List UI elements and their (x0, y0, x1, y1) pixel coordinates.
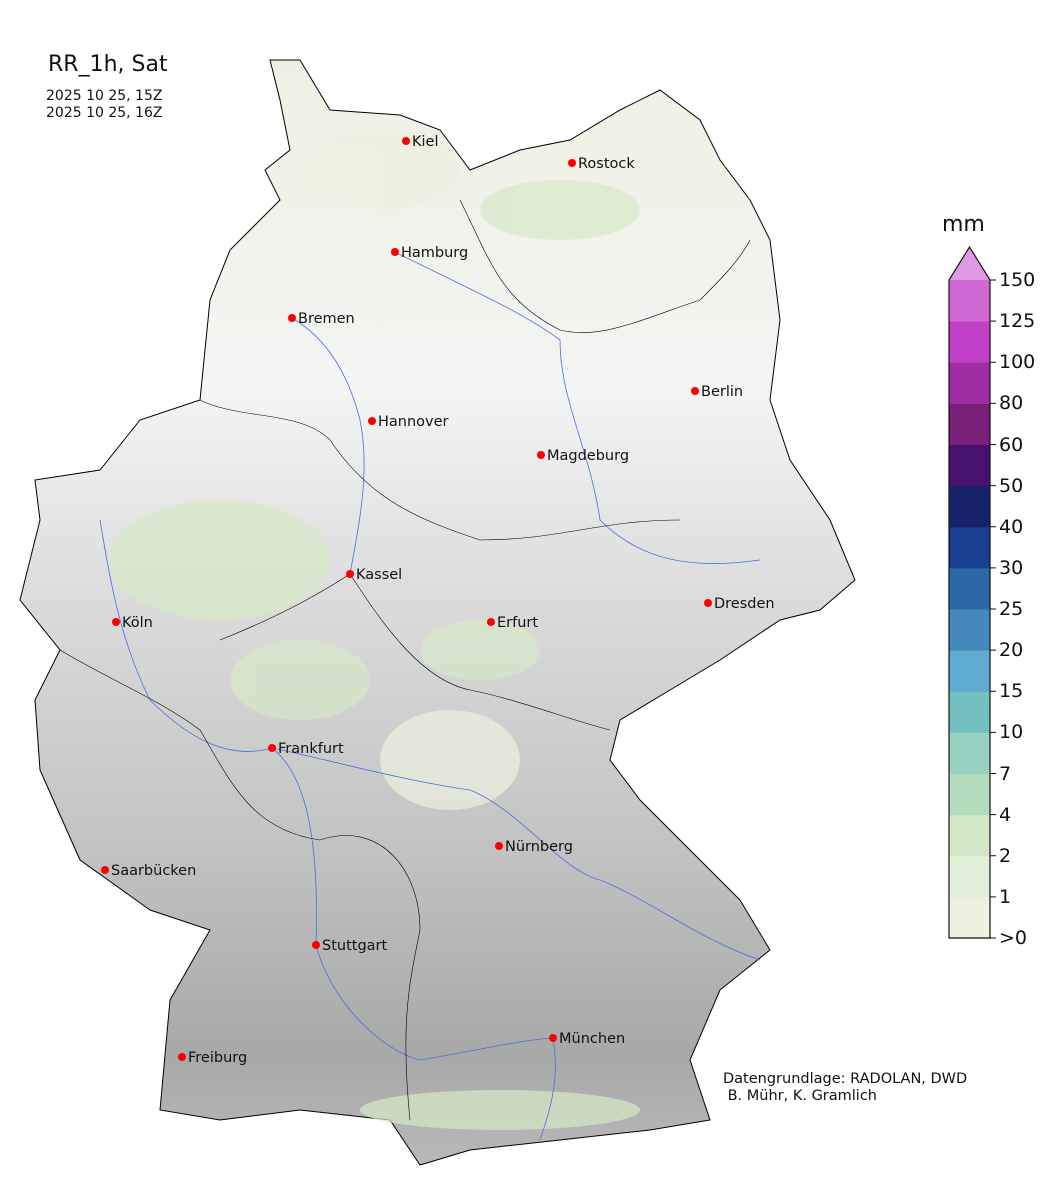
colorbar-tick-label: 40 (999, 515, 1024, 538)
city-label: Hamburg (401, 245, 468, 261)
city-marker (288, 314, 296, 322)
city-marker (112, 618, 120, 626)
colorbar-tick-label: 60 (999, 433, 1024, 456)
city-label: Erfurt (497, 615, 538, 631)
city-kiel: Kiel (402, 134, 439, 150)
city-nürnberg: Nürnberg (495, 839, 573, 855)
city-erfurt: Erfurt (487, 615, 538, 631)
colorbar-bin (949, 814, 990, 857)
colorbar-extend (949, 247, 990, 280)
city-hannover: Hannover (368, 414, 449, 430)
colorbar-bin (949, 732, 990, 774)
city-label: Nürnberg (505, 839, 573, 855)
city-label: Stuttgart (322, 938, 388, 954)
city-stuttgart: Stuttgart (312, 938, 388, 954)
colorbar-bin (949, 280, 990, 322)
city-label: Hannover (378, 414, 449, 430)
city-label: München (559, 1031, 625, 1047)
colorbar-tick-label: 15 (999, 680, 1024, 703)
city-marker (312, 941, 320, 949)
city-label: Berlin (701, 384, 743, 400)
colorbar-bin (949, 609, 990, 651)
credit-line-1: Datengrundlage: RADOLAN, DWD (723, 1071, 967, 1087)
city-label: Frankfurt (278, 741, 344, 757)
colorbar-tick-label: 125 (999, 310, 1036, 333)
colorbar-tick-label: 20 (999, 639, 1024, 662)
time-end: 2025 10 25, 16Z (46, 105, 163, 121)
city-marker (537, 451, 545, 459)
colorbar-tick-label: 10 (999, 721, 1024, 744)
city-bremen: Bremen (288, 311, 355, 327)
colorbar-bin (949, 691, 990, 733)
time-start: 2025 10 25, 15Z (46, 88, 163, 104)
city-marker (268, 744, 276, 752)
city-marker (549, 1034, 557, 1042)
colorbar-tick-label: 2 (999, 844, 1012, 867)
city-rostock: Rostock (568, 156, 635, 172)
city-dresden: Dresden (704, 596, 775, 612)
colorbar-tick-label: 1 (999, 885, 1012, 908)
colorbar-tick-label: 7 (999, 762, 1012, 785)
city-label: Dresden (714, 596, 775, 612)
state-borders (59, 199, 751, 1121)
colorbar-bin (949, 362, 990, 404)
map-title: RR_1h, Sat (48, 52, 168, 77)
city-marker (391, 248, 399, 256)
city-label: Kiel (412, 134, 439, 150)
city-label: Kassel (356, 567, 402, 583)
city-marker (402, 137, 410, 145)
city-marker (346, 570, 354, 578)
city-marker (487, 618, 495, 626)
city-label: Saarbücken (111, 863, 196, 879)
city-berlin: Berlin (691, 384, 743, 400)
colorbar-bin (949, 896, 990, 939)
light-rain-areas (110, 130, 640, 1130)
colorbar-bin (949, 485, 990, 528)
city-frankfurt: Frankfurt (268, 741, 344, 757)
city-kassel: Kassel (346, 567, 402, 583)
colorbar-bin (949, 526, 990, 569)
colorbar-tick-label: 30 (999, 556, 1024, 579)
city-saarbücken: Saarbücken (101, 863, 196, 879)
colorbar-bin (949, 650, 990, 692)
colorbar-bin (949, 773, 990, 816)
colorbar-tick-label: 100 (999, 351, 1036, 374)
city-label: Köln (122, 615, 153, 631)
colorbar-tick-label: 80 (999, 392, 1024, 415)
colorbar-bin (949, 321, 990, 363)
colorbar-bin (949, 855, 990, 898)
city-label: Magdeburg (547, 448, 629, 464)
colorbar-bin (949, 403, 990, 445)
colorbar-tick-label: 25 (999, 598, 1024, 620)
colorbar-tick-label: 150 (999, 269, 1036, 291)
colorbar-bin (949, 567, 990, 610)
colorbar-tick-label: 50 (999, 474, 1024, 497)
city-marker (704, 599, 712, 607)
city-köln: Köln (112, 615, 153, 631)
city-marker (495, 842, 503, 850)
city-label: Freiburg (188, 1050, 247, 1066)
city-marker (691, 387, 699, 395)
city-marker (368, 417, 376, 425)
colorbar-unit: mm (942, 212, 985, 237)
city-hamburg: Hamburg (391, 245, 468, 261)
city-freiburg: Freiburg (178, 1050, 247, 1066)
colorbar-tick-label: >0 (999, 927, 1028, 949)
colorbar (948, 245, 996, 939)
colorbar-tick-label: 4 (999, 803, 1012, 826)
city-münchen: München (549, 1031, 625, 1047)
city-marker (568, 159, 576, 167)
germany-outline (19, 59, 856, 1166)
city-label: Bremen (298, 311, 355, 327)
city-marker (178, 1053, 186, 1061)
city-label: Rostock (578, 156, 635, 172)
rivers (99, 251, 761, 1141)
city-magdeburg: Magdeburg (537, 448, 629, 464)
colorbar-bin (949, 444, 990, 487)
credit-line-2: B. Mühr, K. Gramlich (723, 1088, 877, 1104)
city-marker (101, 866, 109, 874)
